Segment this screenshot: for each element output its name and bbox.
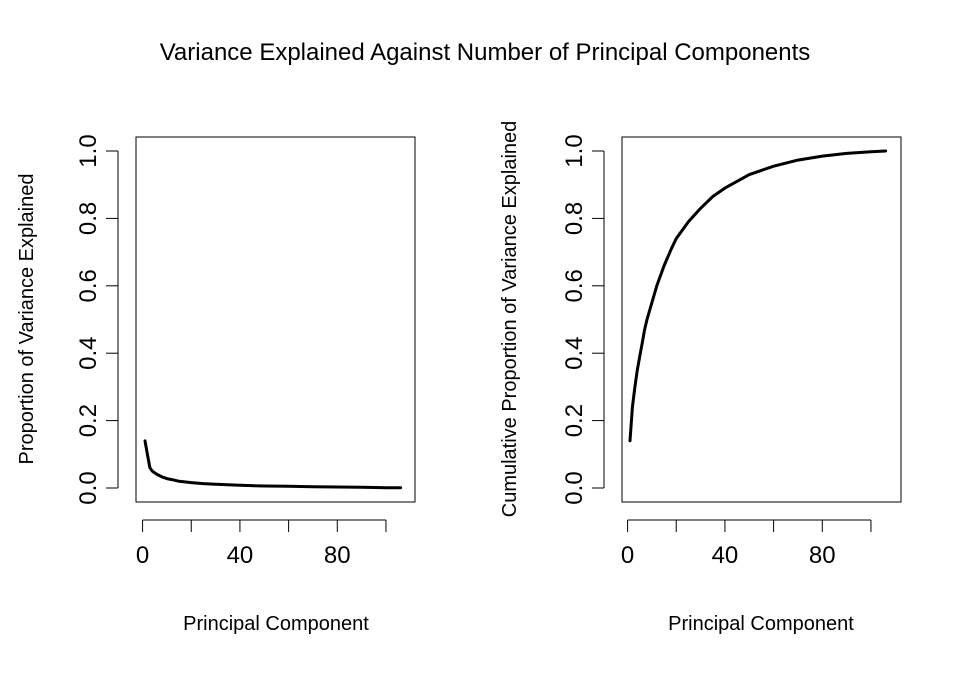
y-tick-label: 0.6 — [75, 269, 102, 302]
y-axis-label: Proportion of Variance Explained — [16, 174, 38, 465]
x-tick-label: 0 — [136, 542, 149, 569]
y-tick-label: 0.6 — [561, 269, 588, 302]
y-tick-label: 0.4 — [75, 337, 102, 370]
figure-title: Variance Explained Against Number of Pri… — [160, 39, 811, 66]
x-tick-label: 40 — [227, 542, 254, 569]
plot-frame — [621, 136, 902, 503]
plot-frame — [135, 136, 416, 503]
x-tick-label: 80 — [324, 542, 351, 569]
y-tick-label: 1.0 — [75, 134, 102, 167]
y-tick-label: 0.0 — [561, 471, 588, 504]
cumulative-variance-panel: 0.0 0.2 0.4 0.6 0.8 1.0 0 40 80 Principal Compo… — [499, 121, 902, 635]
y-tick-label: 1.0 — [561, 134, 588, 167]
y-tick-label: 0.0 — [75, 471, 102, 504]
y-axis: 0.0 0.2 0.4 0.6 0.8 1.0 — [75, 134, 119, 505]
x-axis-label: Principal Component — [183, 613, 369, 635]
x-axis: 0 40 80 — [621, 519, 872, 569]
x-tick-label: 40 — [712, 542, 739, 569]
y-tick-label: 0.4 — [561, 337, 588, 370]
x-tick-label: 0 — [621, 542, 634, 569]
y-tick-label: 0.8 — [75, 202, 102, 235]
variance-line — [143, 439, 403, 490]
cumulative-variance-line — [628, 149, 888, 443]
y-tick-label: 0.2 — [75, 404, 102, 437]
x-axis: 0 40 80 — [136, 519, 387, 569]
y-tick-label: 0.2 — [561, 404, 588, 437]
x-axis-label: Principal Component — [668, 613, 854, 635]
y-axis: 0.0 0.2 0.4 0.6 0.8 1.0 — [561, 134, 605, 505]
x-tick-label: 80 — [809, 542, 836, 569]
variance-panel: 0.0 0.2 0.4 0.6 0.8 1.0 0 40 80 Principal Compo… — [16, 134, 416, 635]
y-axis-label: Cumulative Proportion of Variance Explai… — [499, 121, 521, 518]
y-tick-label: 0.8 — [561, 202, 588, 235]
